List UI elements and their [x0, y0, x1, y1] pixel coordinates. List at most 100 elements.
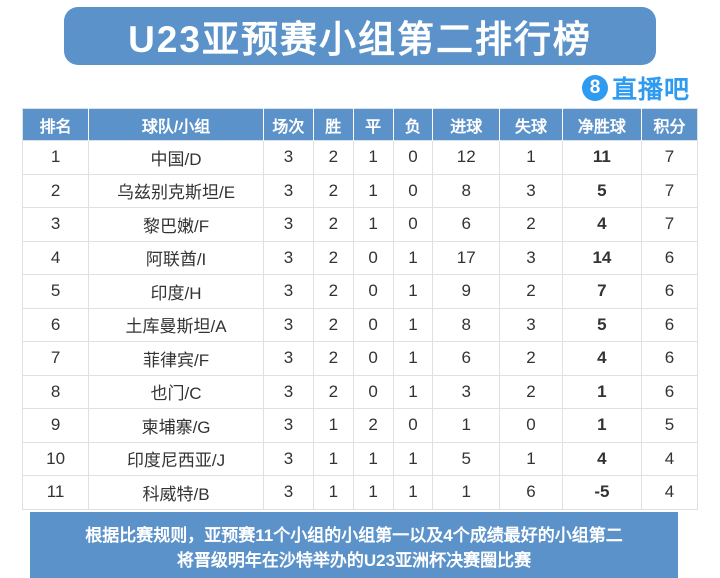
table-cell: 2 — [312, 307, 354, 342]
table-cell: 0 — [352, 274, 394, 309]
table-cell: 14 — [561, 240, 642, 275]
table-cell: 中国/D — [88, 140, 264, 175]
table-cell: 1 — [561, 374, 642, 409]
table-cell: 12 — [432, 140, 501, 175]
title-banner: U23亚预赛小组第二排行榜 — [64, 7, 656, 65]
table-cell: 2 — [312, 173, 354, 208]
table-cell: 3 — [499, 240, 563, 275]
table-cell: 9 — [21, 408, 90, 443]
table-row: 8 也门/C 3 2 0 1 3 2 1 6 — [21, 374, 699, 409]
table-cell: 7 — [561, 274, 642, 309]
table-cell: 3 — [262, 408, 314, 443]
table-cell: 也门/C — [88, 374, 264, 409]
column-header: 胜 — [312, 108, 354, 141]
table-cell: 印度/H — [88, 274, 264, 309]
table-cell: 1 — [312, 408, 354, 443]
zhibo8-brand-text: 直播吧 — [611, 75, 690, 104]
table-cell: 1 — [392, 475, 434, 510]
column-header: 进球 — [432, 108, 500, 141]
table-cell: 1 — [312, 475, 354, 510]
table-cell: 6 — [640, 307, 699, 342]
standings-body: 1 中国/D 3 2 1 0 12 1 11 7 2 乌兹别克斯坦/E 3 2 1 0 8 3 5 7 3 黎巴嫩/F 3 2… — [21, 140, 699, 510]
table-cell: 1 — [21, 140, 90, 175]
table-cell: 10 — [21, 441, 90, 476]
table-row: 10 印度尼西亚/J 3 1 1 1 5 1 4 4 — [21, 441, 699, 476]
table-cell: 1 — [312, 441, 354, 476]
table-cell: 7 — [640, 173, 699, 208]
table-cell: 2 — [312, 374, 354, 409]
table-row: 11 科威特/B 3 1 1 1 1 6 -5 4 — [21, 475, 699, 510]
table-cell: 6 — [432, 207, 501, 242]
table-cell: 2 — [499, 207, 563, 242]
table-cell: 3 — [262, 475, 314, 510]
table-cell: 1 — [392, 374, 434, 409]
table-cell: 3 — [262, 274, 314, 309]
table-cell: 6 — [432, 341, 501, 376]
table-cell: 11 — [21, 475, 90, 510]
table-cell: 科威特/B — [88, 475, 264, 510]
table-cell: 0 — [352, 307, 394, 342]
table-cell: 1 — [499, 441, 563, 476]
table-cell: 3 — [262, 140, 314, 175]
table-cell: 0 — [352, 374, 394, 409]
column-header: 球队/小组 — [88, 108, 264, 141]
table-cell: 6 — [640, 240, 699, 275]
table-cell: 3 — [262, 240, 314, 275]
table-cell: 4 — [640, 475, 699, 510]
table-cell: 2 — [352, 408, 394, 443]
table-cell: 1 — [392, 441, 434, 476]
table-cell: 3 — [262, 173, 314, 208]
table-cell: 0 — [352, 240, 394, 275]
column-header: 平 — [352, 108, 394, 141]
table-cell: 0 — [392, 140, 434, 175]
table-cell: 0 — [352, 341, 394, 376]
table-cell: 0 — [392, 408, 434, 443]
table-cell: 1 — [392, 341, 434, 376]
table-row: 1 中国/D 3 2 1 0 12 1 11 7 — [21, 140, 699, 175]
table-cell: 4 — [561, 341, 642, 376]
table-cell: 7 — [21, 341, 90, 376]
table-cell: 2 — [312, 140, 354, 175]
table-cell: 4 — [640, 441, 699, 476]
standings-header: 排名 球队/小组 场次胜平负进球 失球 净胜球 积分 — [22, 108, 698, 141]
table-cell: 1 — [432, 475, 501, 510]
zhibo8-badge-icon: 8 — [581, 74, 608, 101]
table-cell: 5 — [432, 441, 501, 476]
column-header: 失球 — [499, 108, 563, 141]
table-cell: 11 — [561, 140, 642, 175]
table-cell: 2 — [21, 173, 90, 208]
table-cell: 1 — [352, 140, 394, 175]
table-cell: 5 — [640, 408, 699, 443]
table-cell: 乌兹别克斯坦/E — [88, 173, 264, 208]
table-cell: 1 — [392, 307, 434, 342]
table-row: 7 菲律宾/F 3 2 0 1 6 2 4 6 — [21, 341, 699, 376]
table-cell: 8 — [432, 307, 501, 342]
table-cell: 3 — [21, 207, 90, 242]
table-cell: 黎巴嫩/F — [88, 207, 264, 242]
table-cell: 9 — [432, 274, 501, 309]
footer-line-1: 根据比赛规则，亚预赛11个小组的小组第一以及4个成绩最好的小组第二 — [85, 526, 623, 545]
column-header: 负 — [392, 108, 433, 141]
table-row: 4 阿联酋/I 3 2 0 1 17 3 14 6 — [21, 240, 699, 275]
footer-line-2: 将晋级明年在沙特举办的U23亚洲杯决赛圈比赛 — [176, 551, 532, 570]
table-cell: 1 — [499, 140, 563, 175]
table-cell: 0 — [392, 207, 434, 242]
table-cell: 6 — [640, 341, 699, 376]
table-cell: 3 — [262, 341, 314, 376]
table-cell: 3 — [262, 441, 314, 476]
table-cell: 3 — [432, 374, 501, 409]
table-cell: 3 — [262, 307, 314, 342]
table-cell: 6 — [21, 307, 90, 342]
table-cell: 柬埔寨/G — [88, 408, 264, 443]
table-cell: 6 — [499, 475, 563, 510]
standings-table: 排名 球队/小组 场次胜平负进球 失球 净胜球 积分 1 中国/D 3 2 1 0 12 1 11 7 2 乌兹… — [21, 108, 699, 510]
table-cell: 1 — [561, 408, 642, 443]
table-cell: 1 — [352, 173, 394, 208]
table-cell: 6 — [640, 274, 699, 309]
table-cell: 7 — [640, 207, 699, 242]
table-cell: 3 — [499, 307, 563, 342]
table-cell: 6 — [640, 374, 699, 409]
table-cell: 17 — [432, 240, 501, 275]
column-header: 排名 — [22, 108, 89, 141]
table-cell: 1 — [352, 207, 394, 242]
